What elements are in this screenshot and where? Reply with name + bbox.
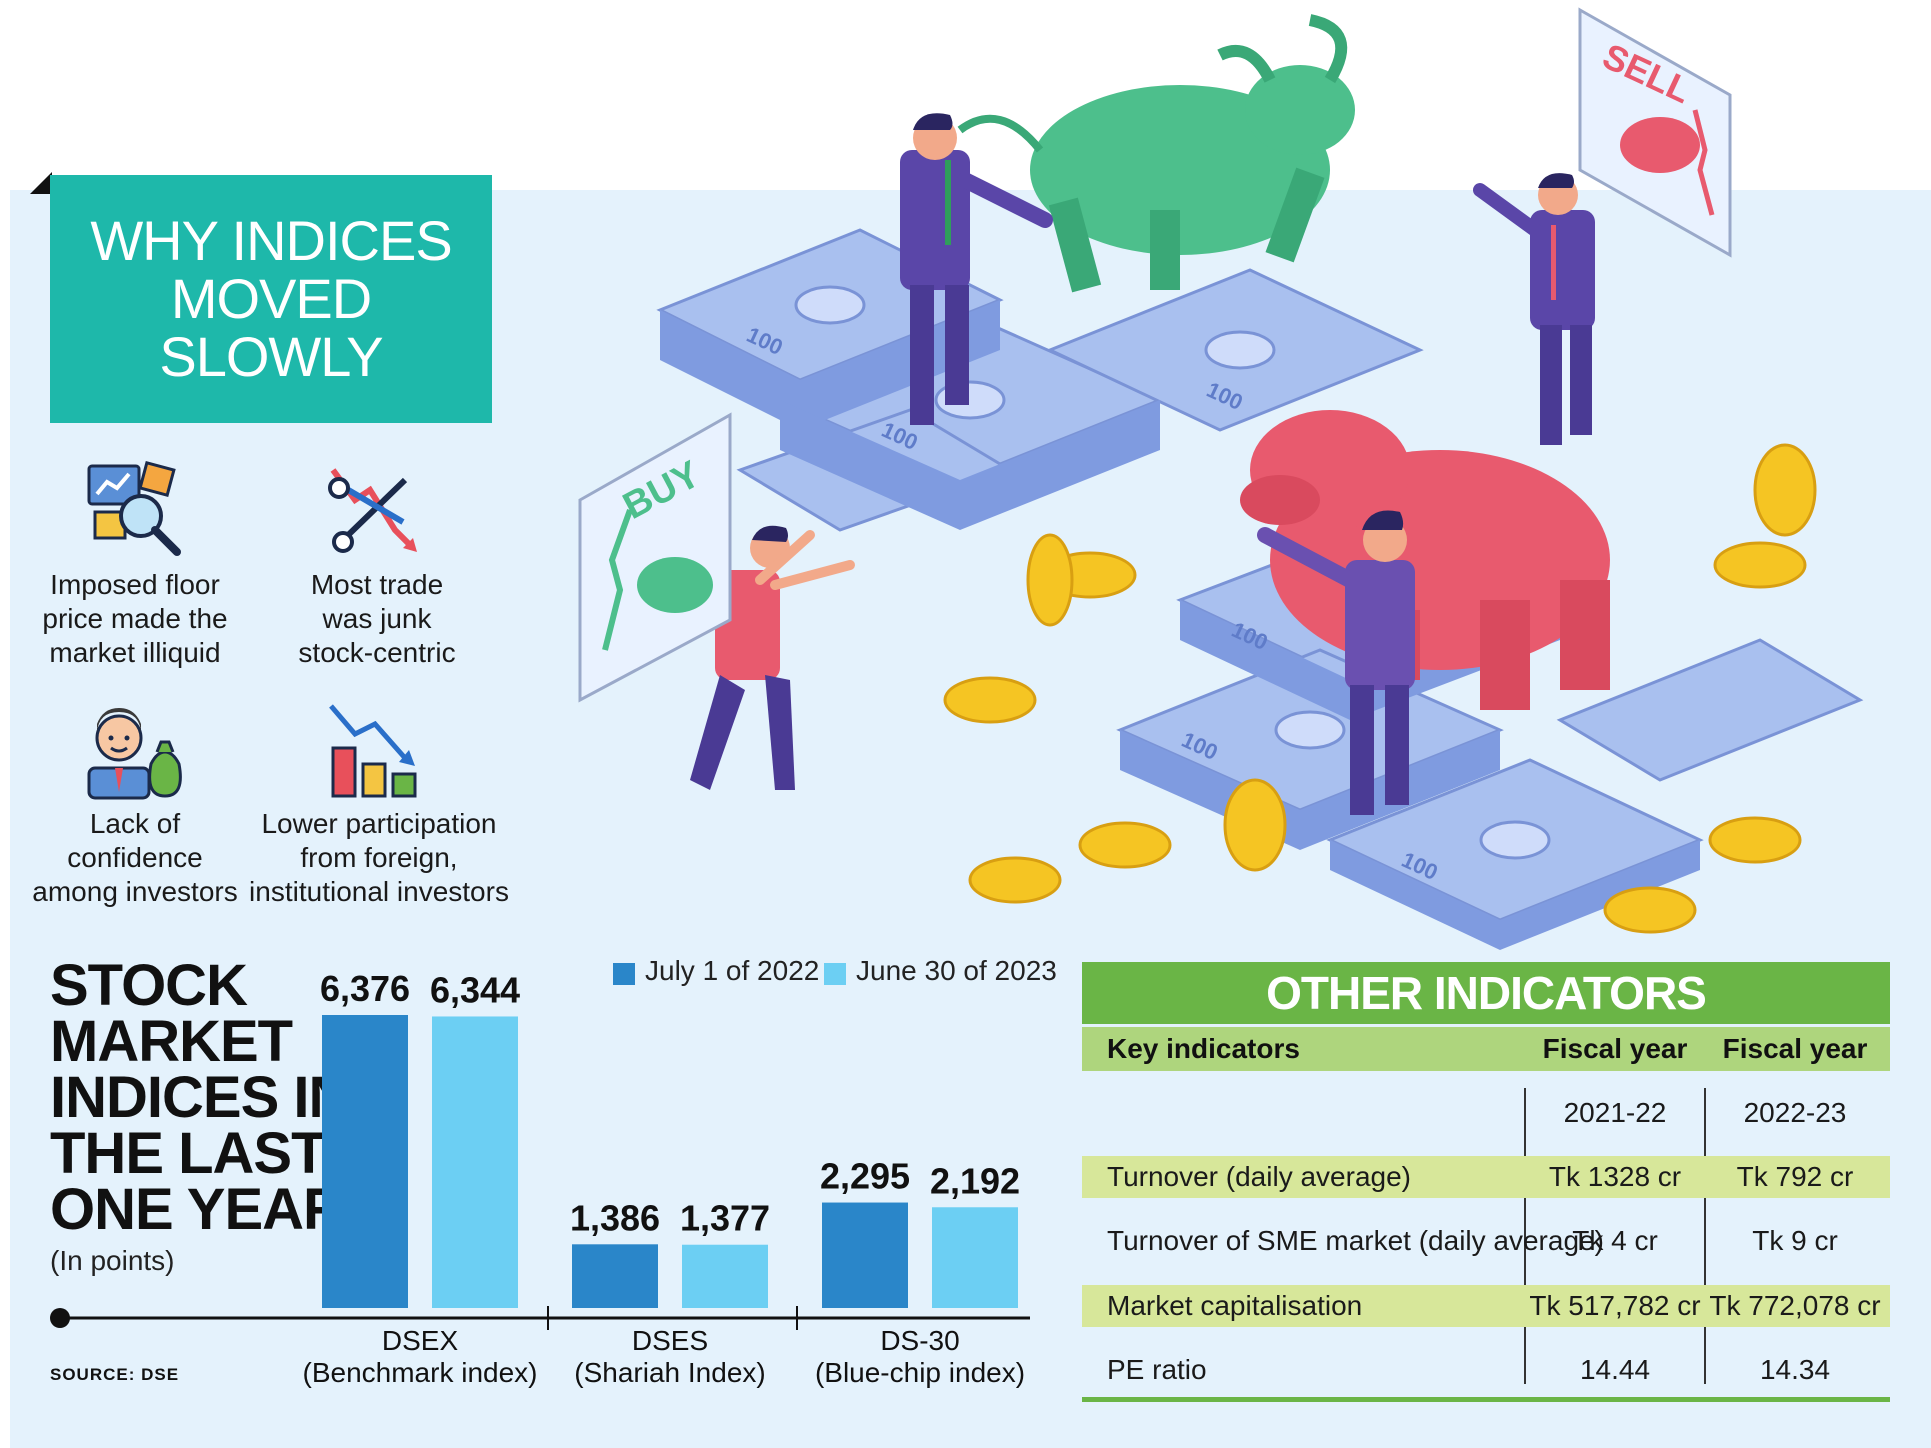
category-label: DSEX: [382, 1325, 459, 1356]
bar-value-label: 1,377: [680, 1198, 770, 1239]
table-header-row: [1082, 1027, 1890, 1071]
legend-label-2022: July 1 of 2022: [645, 955, 820, 986]
reason-line: institutional investors: [249, 876, 509, 907]
legend-label-2023: June 30 of 2023: [856, 955, 1057, 986]
chart-title: STOCK MARKET INDICES IN THE LAST ONE YEA…: [50, 953, 350, 1242]
bar-value-label: 1,386: [570, 1197, 660, 1238]
category-label: DS-30: [880, 1325, 959, 1356]
businessman-figure: [1473, 173, 1595, 445]
table-cell: Tk 9 cr: [1752, 1225, 1838, 1256]
column-divider: [1704, 1088, 1706, 1384]
reason-line: price made the: [42, 603, 228, 634]
table-cell: Tk 792 cr: [1736, 1161, 1854, 1192]
table-row-label: PE ratio: [1107, 1354, 1207, 1385]
reason-line: Imposed floor: [50, 569, 220, 600]
table-title: OTHER INDICATORS: [1082, 962, 1890, 1024]
headline-line: WHY INDICES: [90, 209, 452, 272]
year-2022-23: 2022-23: [1743, 1097, 1847, 1128]
column-divider: [1524, 1088, 1526, 1384]
bar: [932, 1207, 1018, 1308]
bar: [682, 1244, 768, 1308]
table-cell: Tk 4 cr: [1572, 1225, 1658, 1256]
reason-line: was junk: [322, 603, 432, 634]
row-highlight: [1082, 1285, 1890, 1327]
chart-unit: (In points): [50, 1245, 175, 1276]
headline-line: SLOWLY: [159, 325, 383, 388]
header-fiscal-year-2: Fiscal year: [1722, 1033, 1868, 1064]
legend-swatch-2023: [824, 963, 846, 985]
table-cell: Tk 1328 cr: [1548, 1161, 1682, 1192]
table-cell: Tk 517,782 cr: [1529, 1290, 1701, 1321]
reason-line: confidence: [67, 842, 203, 873]
chart-title-line: MARKET: [50, 1009, 293, 1074]
category-description: (Shariah Index): [574, 1357, 765, 1388]
gold-coins: [943, 443, 1817, 934]
table-cell: 14.44: [1579, 1354, 1651, 1385]
analysis-icon: [87, 460, 181, 556]
table-cell: 14.34: [1759, 1354, 1831, 1385]
reason-line: Lack of: [89, 808, 181, 839]
bull-bear-illustration: 100 100 100 100 100 100: [578, 7, 1864, 950]
source-note: SOURCE: DSE: [50, 1365, 180, 1384]
legend-swatch-2022: [613, 963, 635, 985]
chart-title-line: INDICES IN: [50, 1065, 350, 1130]
bar-value-label: 2,192: [930, 1160, 1020, 1201]
category-description: (Benchmark index): [303, 1357, 538, 1388]
reason-text: Imposed floor price made the market illi…: [30, 568, 240, 670]
reason-line: from foreign,: [300, 842, 458, 873]
falling-bars-icon: [329, 704, 417, 798]
row-highlight: [1082, 1156, 1890, 1198]
table-row-label: Turnover of SME market (daily average): [1107, 1225, 1604, 1256]
category-description: (Blue-chip index): [815, 1357, 1025, 1388]
header-fiscal-year-1: Fiscal year: [1542, 1033, 1688, 1064]
axis-dot: [50, 1308, 70, 1328]
table-row-label: Turnover (daily average): [1107, 1161, 1411, 1192]
businessman-figure: [900, 113, 1053, 425]
reason-line: Lower participation: [261, 808, 497, 839]
bar: [322, 1015, 408, 1308]
category-label: DSES: [632, 1325, 708, 1356]
headline-line: MOVED: [170, 267, 372, 330]
bull-figure: [957, 14, 1355, 293]
scissors-chart-icon: [328, 468, 417, 553]
bar: [822, 1202, 908, 1308]
bar-value-label: 6,376: [320, 968, 410, 1009]
reason-line: stock-centric: [298, 637, 456, 668]
year-2021-22: 2021-22: [1563, 1097, 1667, 1128]
table-row-label: Market capitalisation: [1107, 1290, 1363, 1321]
businessman-figure: [1257, 510, 1415, 815]
bar: [432, 1016, 518, 1308]
table-cell: Tk 772,078 cr: [1709, 1290, 1881, 1321]
buy-sign: BUY: [578, 412, 732, 703]
reason-line: Most trade: [310, 569, 444, 600]
table-bottom-rule: [1082, 1397, 1890, 1402]
corner-triangle-icon: [30, 172, 52, 194]
reason-text: Most trade was junk stock-centric: [262, 568, 492, 670]
worried-investor-icon: [87, 708, 182, 800]
reason-line: among investors: [32, 876, 238, 907]
chart-title-line: ONE YEAR: [50, 1177, 345, 1242]
bar-value-label: 6,344: [430, 969, 520, 1010]
header-key-indicators: Key indicators: [1107, 1033, 1300, 1064]
reason-line: market illiquid: [49, 637, 221, 668]
headline-box: WHY INDICES MOVED SLOWLY: [50, 175, 492, 423]
reason-text: Lower participation from foreign, instit…: [248, 807, 510, 909]
bar-value-label: 2,295: [820, 1156, 910, 1197]
bar: [572, 1244, 658, 1308]
chart-title-line: THE LAST: [50, 1121, 327, 1186]
chart-title-line: STOCK: [50, 953, 248, 1018]
reason-text: Lack of confidence among investors: [30, 807, 240, 909]
